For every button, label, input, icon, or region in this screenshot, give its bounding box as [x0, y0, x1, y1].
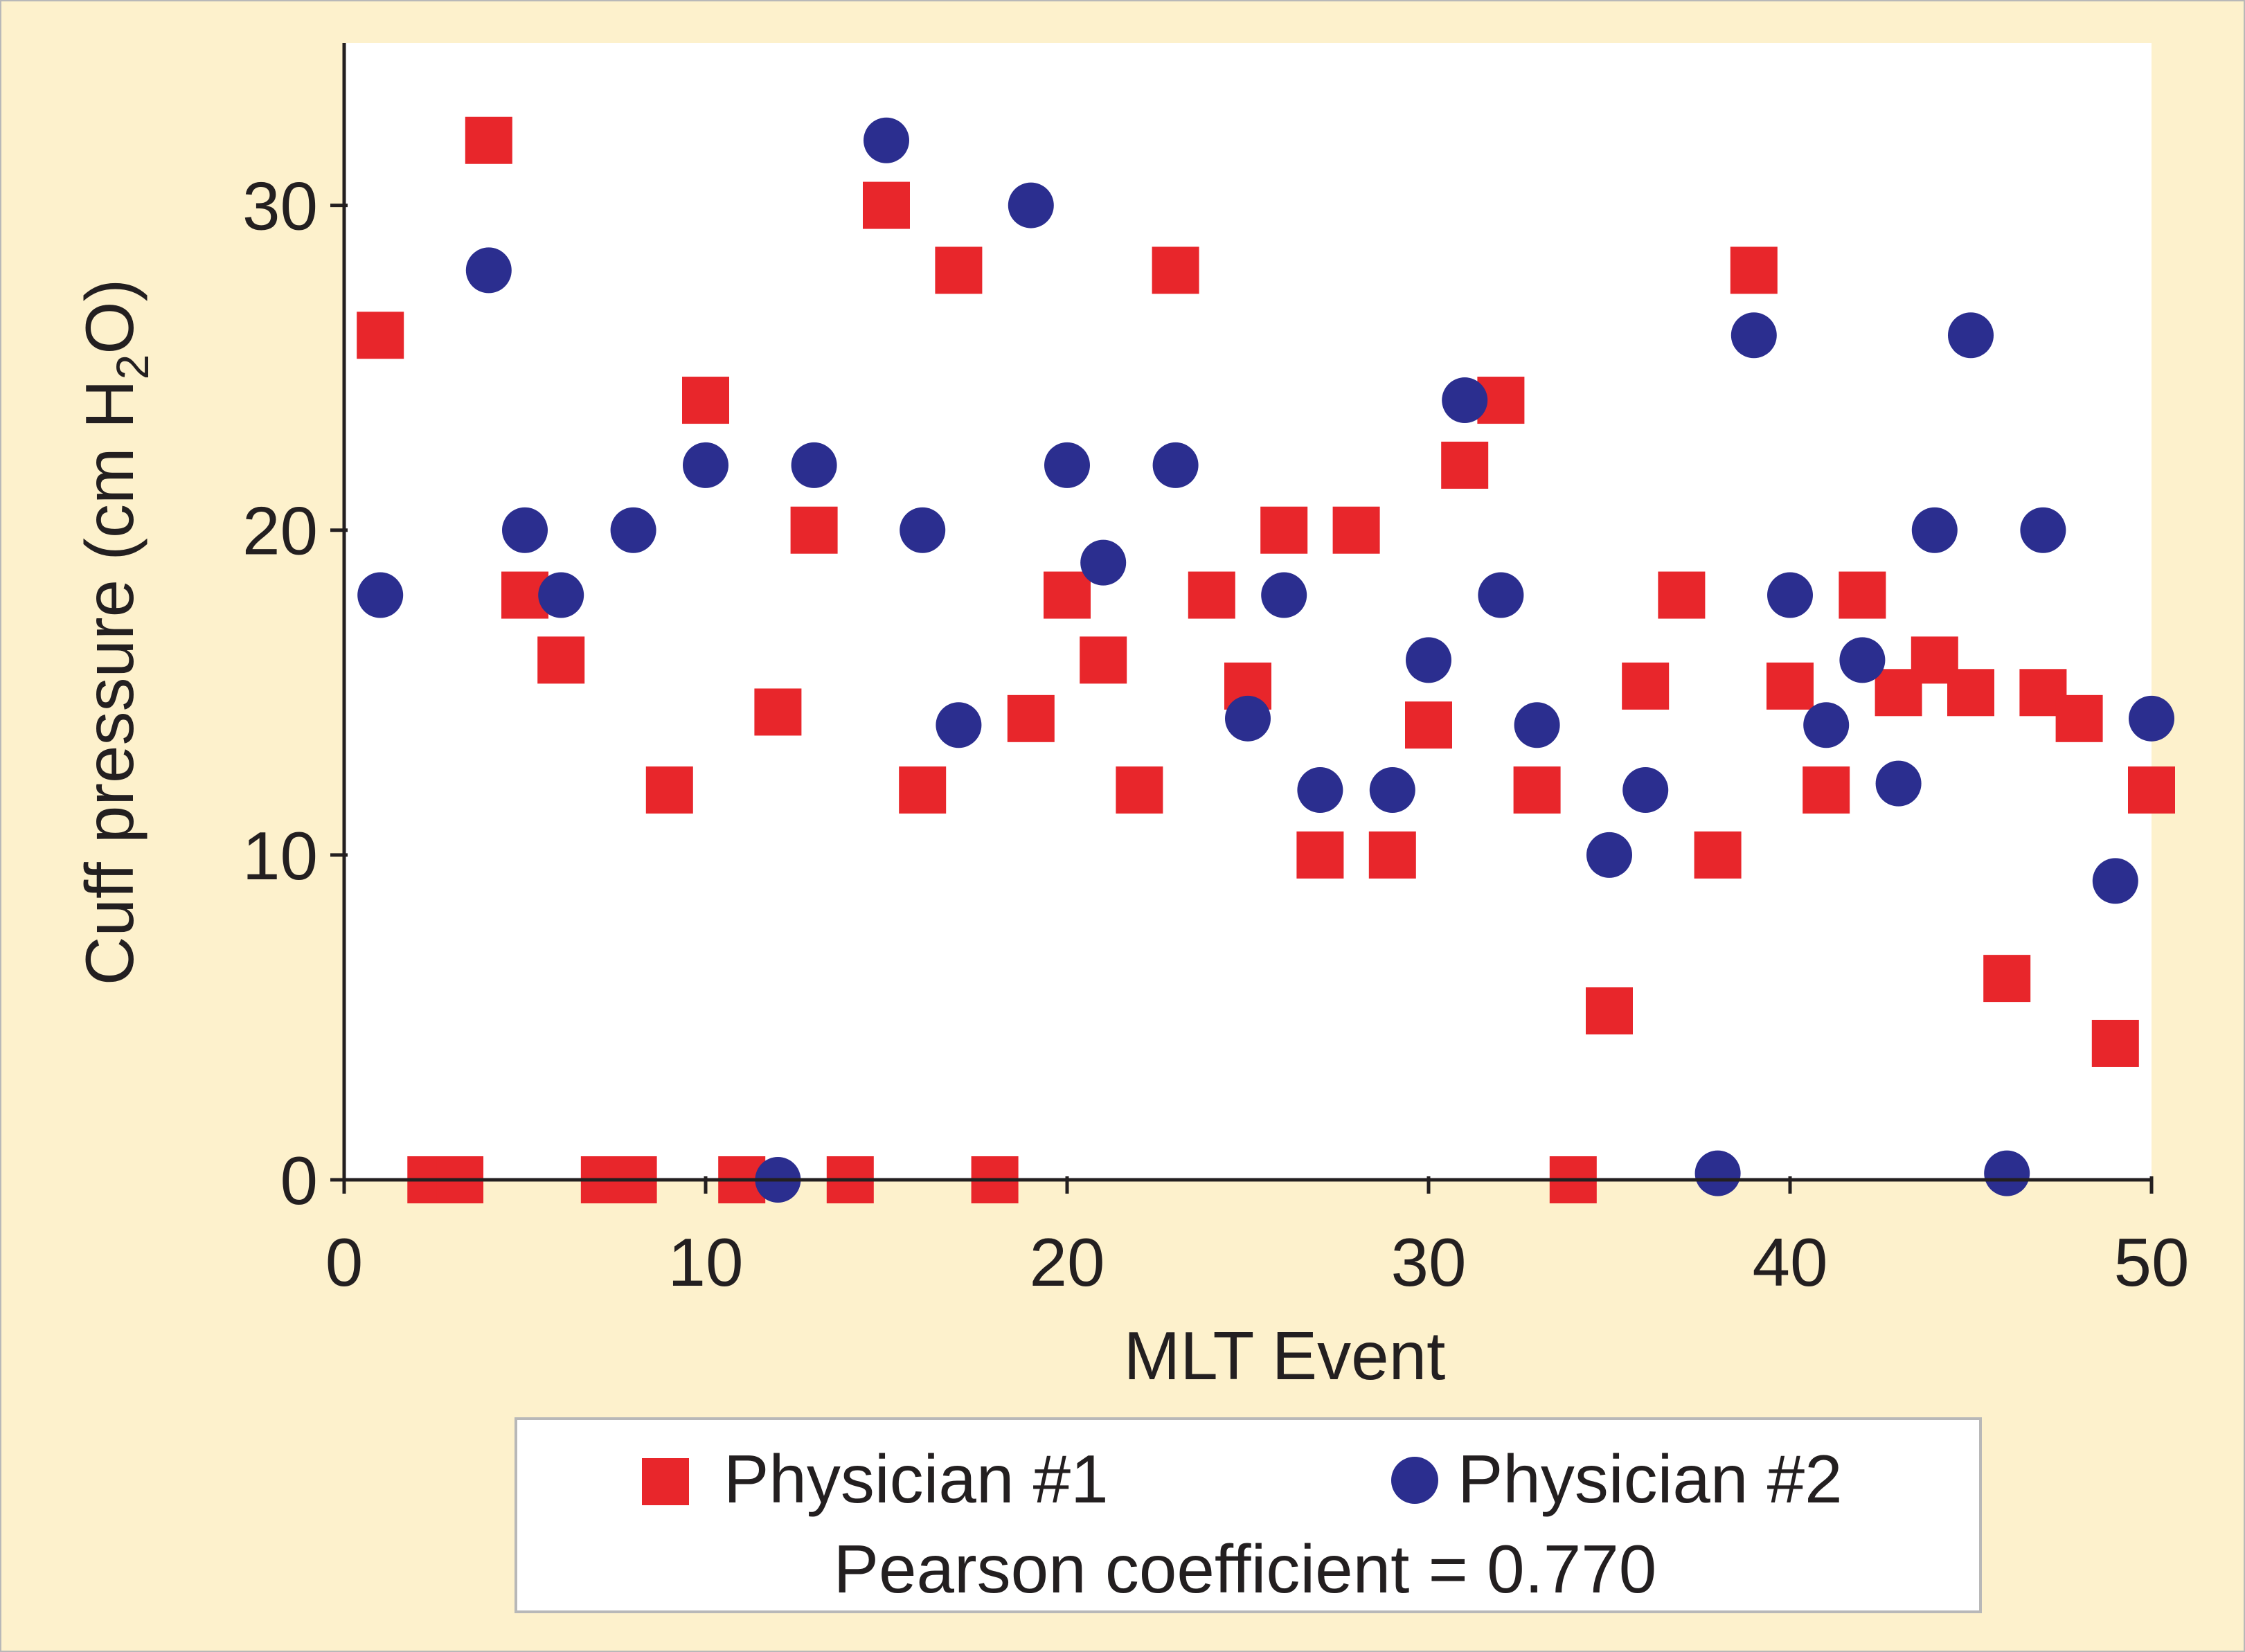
data-point-circle [1875, 760, 1922, 807]
data-point-square [682, 377, 729, 424]
axis-ticks: 0 10 20 30 40 50 0 10 20 30 [242, 168, 2190, 1300]
series-physician-1 [357, 116, 2175, 1203]
data-point-circle [900, 507, 946, 553]
data-point-circle [465, 247, 512, 294]
x-tick-label: 30 [1390, 1224, 1466, 1300]
y-axis-label-subscript: 2 [107, 354, 158, 380]
legend-marker-physician-1 [642, 1458, 689, 1505]
data-point-circle [1406, 637, 1451, 683]
data-point-circle [1730, 312, 1777, 359]
data-point-square [1405, 701, 1452, 749]
data-point-circle [1152, 442, 1199, 488]
data-point-square [1441, 441, 1489, 489]
data-point-square [1368, 831, 1416, 879]
data-point-square [1803, 766, 1850, 814]
x-axis-label: MLT Event [1124, 1318, 1446, 1394]
y-axis-label-prefix: Cuff pressure (cm H [71, 379, 147, 985]
data-point-square [1730, 246, 1778, 294]
data-point-circle [936, 702, 982, 748]
data-point-square [1983, 955, 2031, 1003]
data-point-circle [1911, 507, 1958, 553]
data-point-square [1586, 987, 1633, 1035]
data-point-square [1332, 506, 1380, 554]
data-point-square [645, 766, 693, 814]
data-point-square [2055, 694, 2103, 742]
data-point-square [1116, 766, 1163, 814]
data-point-circle [1948, 312, 1994, 359]
data-point-circle [1622, 767, 1669, 814]
data-point-circle [2020, 507, 2066, 553]
data-point-square [1658, 571, 1706, 619]
data-point-square [790, 506, 838, 554]
data-point-circle [610, 507, 656, 553]
x-tick-label: 10 [668, 1224, 743, 1300]
data-point-circle [864, 117, 909, 163]
data-point-square [1152, 246, 1199, 294]
data-point-circle [538, 572, 584, 618]
data-point-circle [1767, 572, 1813, 618]
data-point-square [537, 636, 585, 684]
legend-label-physician-1: Physician #1 [724, 1441, 1109, 1517]
x-tick-label: 0 [325, 1224, 364, 1300]
series-physician-2 [357, 117, 2174, 1203]
data-point-circle [1839, 637, 1886, 683]
data-point-square [935, 246, 983, 294]
data-point-square [1296, 831, 1344, 879]
data-point-square [357, 312, 404, 359]
data-point-circle [1044, 442, 1090, 488]
data-point-circle [357, 572, 404, 618]
data-point-square [1622, 662, 1670, 710]
data-point-circle [502, 507, 548, 553]
data-points [357, 116, 2175, 1203]
y-tick-label: 10 [242, 818, 318, 894]
data-point-square [465, 116, 512, 164]
data-point-square [1947, 669, 1994, 717]
y-tick-label: 20 [242, 493, 318, 569]
data-point-square [754, 688, 802, 736]
y-tick-label: 30 [242, 168, 318, 244]
legend-label-physician-2: Physician #2 [1458, 1441, 1843, 1517]
x-tick-label: 40 [1752, 1224, 1827, 1300]
data-point-circle [683, 442, 728, 488]
y-tick-label: 0 [280, 1142, 318, 1219]
data-point-circle [791, 442, 837, 488]
data-point-square [1839, 571, 1886, 619]
y-axis-label: Cuff pressure (cm H2O) [71, 279, 158, 986]
legend-box [515, 1417, 1982, 1613]
data-point-circle [1297, 767, 1343, 814]
data-point-circle [1080, 539, 1127, 586]
data-point-square [1044, 571, 1091, 619]
data-point-circle [1586, 832, 1632, 878]
data-point-square [1007, 694, 1055, 742]
x-tick-label: 20 [1029, 1224, 1104, 1300]
x-tick-label: 50 [2113, 1224, 2189, 1300]
data-point-square [1188, 571, 1235, 619]
data-point-circle [1514, 702, 1560, 748]
pearson-coefficient-note: Pearson coefficient = 0.770 [834, 1531, 1657, 1607]
data-point-circle [1478, 572, 1524, 618]
data-point-square [1080, 636, 1127, 684]
data-point-circle [1984, 1150, 2030, 1196]
data-point-square [2128, 766, 2175, 814]
data-point-square [1694, 831, 1742, 879]
data-point-square [1513, 766, 1561, 814]
data-point-circle [2092, 858, 2138, 904]
data-point-square [863, 181, 910, 229]
data-point-square [1767, 662, 1814, 710]
data-point-square [2091, 1019, 2139, 1067]
data-point-circle [1008, 182, 1054, 228]
legend-marker-physician-2 [1391, 1457, 1438, 1504]
data-point-circle [1225, 695, 1271, 742]
data-point-circle [1803, 702, 1850, 748]
data-point-circle [1694, 1150, 1741, 1196]
data-point-circle [1261, 572, 1307, 618]
data-point-circle [1442, 377, 1488, 424]
data-point-square [1260, 506, 1308, 554]
y-axis-label-suffix: O) [71, 279, 147, 354]
data-point-circle [2129, 695, 2174, 742]
data-point-circle [1369, 767, 1415, 814]
data-point-square [899, 766, 947, 814]
legend: Physician #1 Physician #2 Pearson coeffi… [515, 1417, 1982, 1613]
